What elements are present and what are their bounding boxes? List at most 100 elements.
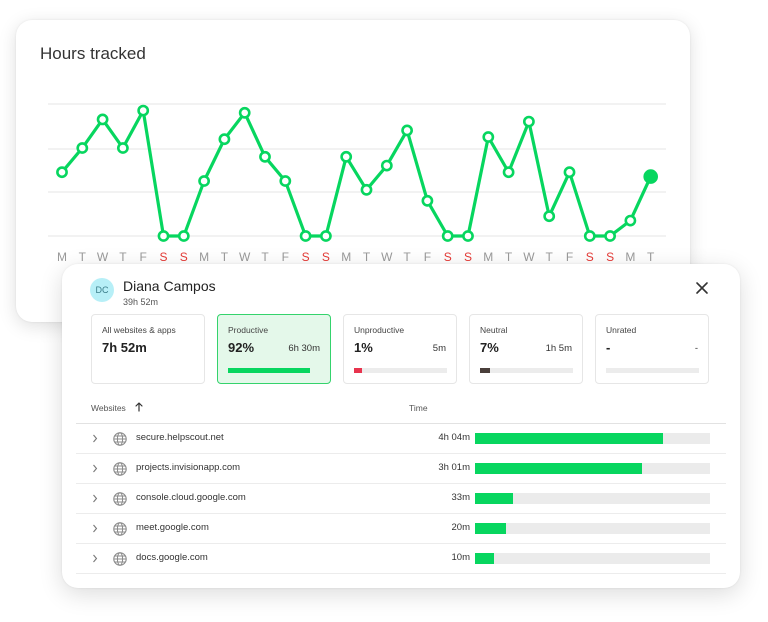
time-bar [475, 553, 710, 564]
chevron-right-icon[interactable] [92, 464, 98, 473]
stat-progress-fill [228, 368, 310, 373]
chevron-right-icon[interactable] [92, 554, 98, 563]
data-point[interactable] [96, 113, 109, 126]
table-row[interactable]: console.cloud.google.com 33m [76, 484, 726, 514]
data-point[interactable] [117, 142, 129, 154]
x-tick-label: M [57, 250, 67, 264]
data-point[interactable] [279, 175, 292, 187]
x-tick-label: F [424, 250, 431, 264]
data-point[interactable] [462, 230, 474, 242]
stat-time: 6h 30m [288, 343, 320, 354]
table-row[interactable]: projects.invisionapp.com 3h 01m [76, 454, 726, 484]
data-point[interactable] [299, 230, 312, 242]
data-point[interactable] [177, 230, 190, 242]
series-line [60, 108, 653, 238]
site-name: secure.helpscout.net [136, 432, 224, 443]
data-point[interactable] [583, 230, 596, 242]
data-point[interactable] [360, 183, 373, 196]
stat-time: 1h 5m [545, 343, 572, 354]
data-point[interactable] [238, 106, 251, 119]
data-point[interactable] [563, 166, 576, 179]
user-total-time: 39h 52m [123, 297, 159, 307]
globe-icon [113, 522, 127, 536]
data-point[interactable] [502, 166, 515, 179]
data-point[interactable] [259, 150, 271, 163]
stat-card-unproductive[interactable]: Unproductive 1% 5m [343, 314, 457, 384]
x-tick-label: W [381, 250, 393, 264]
sort-ascending-icon[interactable] [135, 402, 143, 412]
site-name: docs.google.com [136, 552, 208, 563]
table-row[interactable]: meet.google.com 20m [76, 514, 726, 544]
x-tick-label: T [546, 250, 554, 264]
time-bar-fill [475, 493, 513, 504]
globe-icon [113, 492, 127, 506]
table-row[interactable]: docs.google.com 10m [76, 544, 726, 574]
data-point[interactable] [76, 142, 89, 154]
data-point[interactable] [380, 159, 393, 172]
x-tick-label: S [464, 250, 472, 264]
stat-label: Unrated [606, 325, 637, 335]
x-tick-label: M [483, 250, 493, 264]
stat-card-productive[interactable]: Productive 92% 6h 30m [217, 314, 331, 384]
data-point[interactable] [543, 210, 556, 223]
x-tick-label: T [261, 250, 269, 264]
data-point[interactable] [604, 230, 616, 242]
column-header-websites[interactable]: Websites [91, 403, 126, 413]
data-point[interactable] [319, 230, 332, 242]
x-tick-label: W [239, 250, 251, 264]
stat-card-neutral[interactable]: Neutral 7% 1h 5m [469, 314, 583, 384]
x-tick-label: T [79, 250, 87, 264]
stat-progress-bar [480, 368, 573, 373]
data-point[interactable] [421, 194, 434, 207]
stat-card-all[interactable]: All websites & apps 7h 52m [91, 314, 205, 384]
stat-value: 7% [480, 340, 499, 355]
chevron-right-icon[interactable] [92, 524, 98, 533]
stat-value: - [606, 340, 611, 355]
time-bar [475, 493, 710, 504]
stat-time: 5m [432, 343, 446, 354]
table-row[interactable]: secure.helpscout.net 4h 04m [76, 424, 726, 454]
site-time: 10m [451, 552, 470, 563]
data-point[interactable] [441, 230, 454, 242]
site-name: console.cloud.google.com [136, 492, 246, 503]
site-time: 20m [451, 522, 470, 533]
data-point[interactable] [198, 175, 210, 187]
stat-label: Productive [228, 325, 269, 335]
stat-value: 7h 52m [102, 340, 147, 355]
chevron-right-icon[interactable] [92, 434, 98, 443]
data-point[interactable] [137, 104, 150, 117]
x-tick-label: S [606, 250, 614, 264]
x-tick-label: T [403, 250, 411, 264]
time-bar [475, 463, 710, 474]
x-tick-label: S [444, 250, 452, 264]
x-tick-label: T [647, 250, 655, 264]
globe-icon [113, 552, 127, 566]
stat-label: Unproductive [354, 325, 405, 335]
chart-title: Hours tracked [40, 44, 146, 63]
data-point[interactable] [56, 166, 68, 179]
data-point[interactable] [482, 131, 495, 143]
chevron-right-icon[interactable] [92, 494, 98, 503]
stat-progress-bar [228, 368, 321, 373]
data-point[interactable] [157, 230, 170, 242]
data-point[interactable] [643, 169, 659, 184]
column-header-time[interactable]: Time [409, 403, 428, 413]
close-button[interactable] [690, 276, 714, 300]
user-name: Diana Campos [123, 278, 216, 294]
data-point[interactable] [340, 150, 353, 163]
data-point[interactable] [401, 124, 413, 137]
x-tick-label: S [586, 250, 594, 264]
data-point[interactable] [218, 133, 231, 146]
data-point[interactable] [523, 115, 535, 128]
stat-card-unrated[interactable]: Unrated - - [595, 314, 709, 384]
x-tick-label: M [625, 250, 635, 264]
x-tick-label: F [282, 250, 289, 264]
site-name: projects.invisionapp.com [136, 462, 241, 473]
site-time: 33m [451, 492, 470, 503]
user-detail-panel: DC Diana Campos 39h 52m All websites & a… [62, 264, 740, 588]
stat-value: 92% [228, 340, 255, 355]
x-tick-label: F [566, 250, 573, 264]
x-tick-label: S [159, 250, 167, 264]
x-tick-label: T [221, 250, 229, 264]
data-point[interactable] [624, 214, 637, 227]
